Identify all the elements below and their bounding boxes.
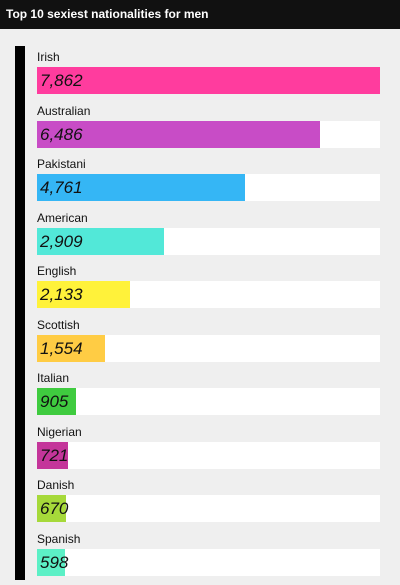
- bar: [37, 281, 131, 308]
- bar: [37, 388, 77, 415]
- value-label: 4,761: [40, 178, 83, 197]
- category-label: Irish: [37, 50, 60, 64]
- bar-row: Scottish 1,554: [37, 318, 380, 371]
- bar-row: Nigerian 721: [37, 425, 380, 478]
- category-label: Australian: [37, 103, 91, 118]
- value-label: 7,862: [40, 71, 83, 90]
- bar: [37, 227, 164, 255]
- bar-track: 6,486: [37, 120, 380, 148]
- category-label: Pakistani: [37, 157, 86, 171]
- category-label: Spanish: [37, 531, 81, 546]
- bar: [37, 441, 69, 469]
- category-label: Italian: [37, 371, 70, 385]
- bar-row: Italian 905: [37, 371, 380, 424]
- value-label: 2,133: [40, 285, 83, 304]
- value-label: 2,909: [40, 231, 83, 251]
- bar-row: Spanish 598: [37, 532, 380, 585]
- chart-title: Top 10 sexiest nationalities for men: [0, 0, 400, 29]
- bar-track: 1,554: [37, 334, 380, 362]
- value-label: 721: [40, 445, 69, 465]
- category-label: Danish: [37, 478, 75, 492]
- value-label: 905: [40, 392, 69, 411]
- category-label: Nigerian: [37, 424, 82, 439]
- value-label: 6,486: [40, 124, 83, 144]
- bar: [37, 67, 380, 94]
- bar-track: 905: [37, 388, 380, 415]
- category-label: American: [37, 210, 88, 225]
- bar-row: Irish 7,862: [37, 50, 380, 103]
- bar: [37, 334, 105, 362]
- bar-row: Danish 670: [37, 478, 380, 531]
- bar: [37, 548, 65, 576]
- bar: [37, 120, 320, 148]
- bar-track: 4,761: [37, 174, 380, 201]
- bar-track: 721: [37, 441, 380, 469]
- value-label: 1,554: [40, 338, 83, 358]
- bar: [37, 174, 245, 201]
- category-label: English: [37, 264, 77, 278]
- bar-track: 7,862: [37, 67, 380, 94]
- bar-track: 2,133: [37, 281, 380, 308]
- bar-track: 598: [37, 548, 380, 576]
- bar-row: American 2,909: [37, 211, 380, 264]
- bar-row: Pakistani 4,761: [37, 157, 380, 210]
- value-label: 598: [40, 552, 69, 572]
- bar-row: English 2,133: [37, 264, 380, 317]
- bar-track: 2,909: [37, 227, 380, 255]
- category-label: Scottish: [37, 317, 80, 332]
- axis-bar: [15, 46, 25, 580]
- bar: [37, 495, 67, 522]
- bar-row: Australian 6,486: [37, 104, 380, 157]
- bar-track: 670: [37, 495, 380, 522]
- value-label: 670: [40, 499, 69, 518]
